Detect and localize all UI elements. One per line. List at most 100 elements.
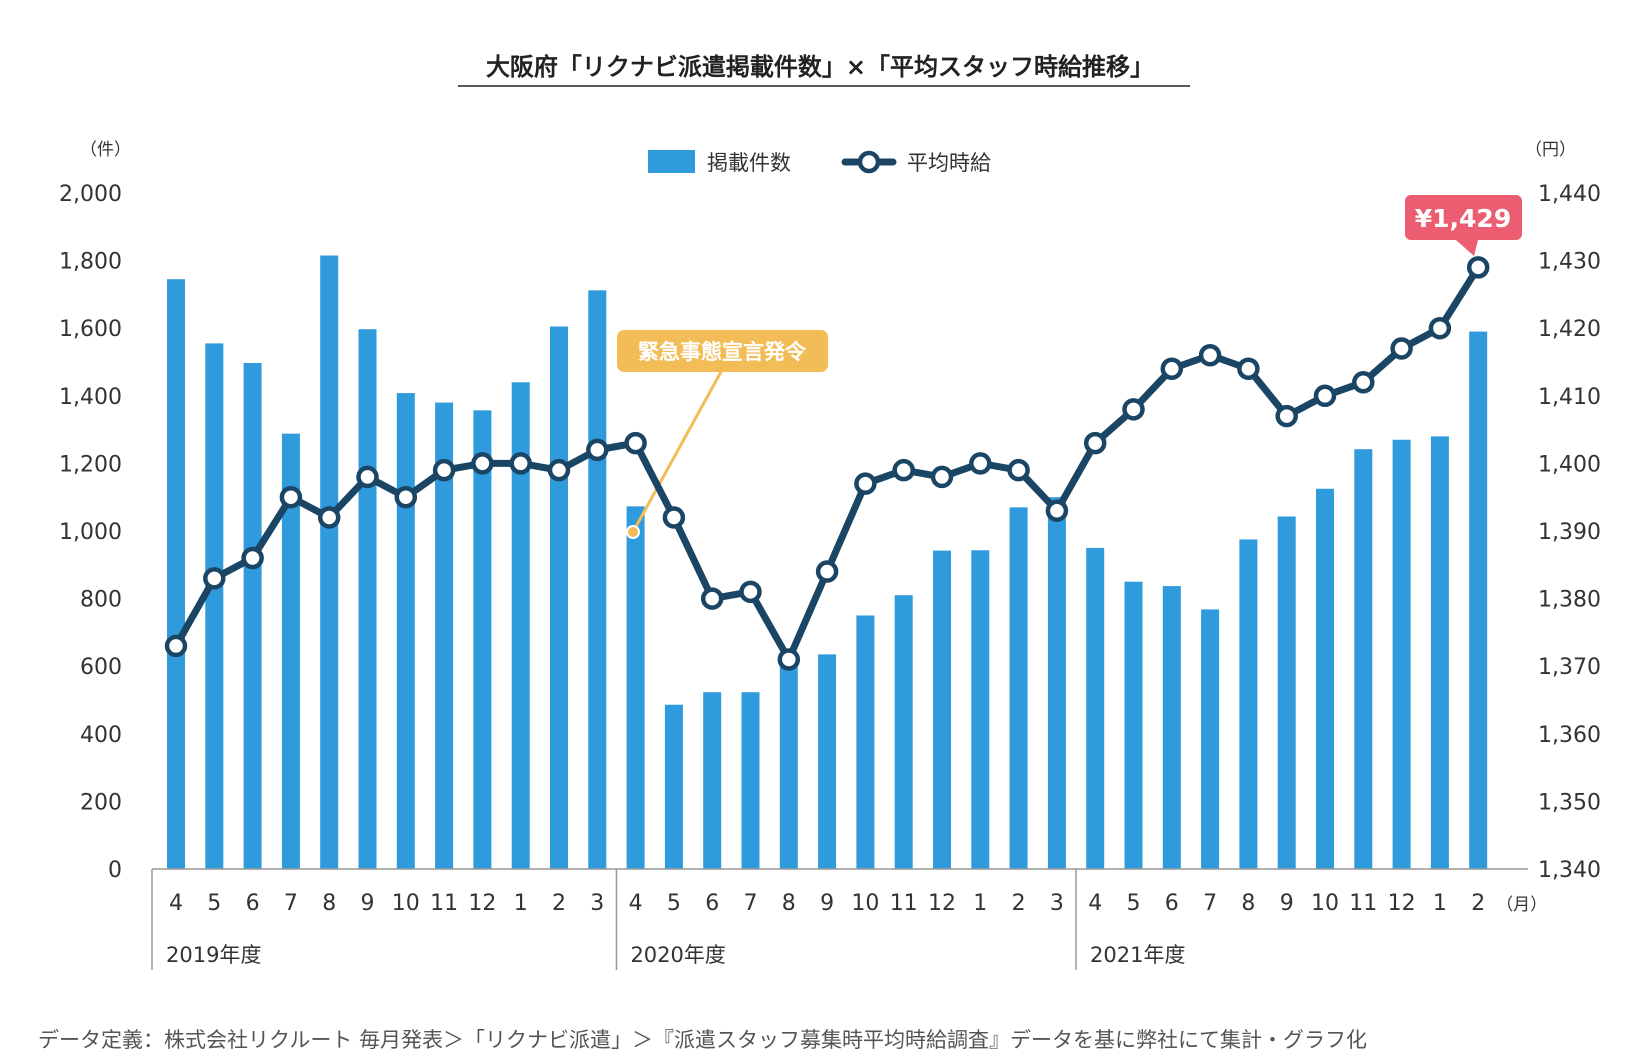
bar bbox=[1277, 516, 1296, 869]
month-label: 2 bbox=[1012, 891, 1026, 916]
wage-point bbox=[471, 452, 494, 475]
bar bbox=[1430, 436, 1449, 869]
month-label: 6 bbox=[1165, 891, 1179, 916]
month-label: 5 bbox=[207, 891, 221, 916]
right-tick-label: 1,340 bbox=[1538, 858, 1601, 883]
left-tick-label: 600 bbox=[80, 655, 122, 680]
bar bbox=[1354, 449, 1373, 869]
month-label: 1 bbox=[1433, 891, 1447, 916]
wage-point bbox=[1428, 316, 1452, 340]
right-tick-label: 1,380 bbox=[1538, 588, 1601, 613]
fiscal-year-label: 2019年度 bbox=[166, 943, 261, 967]
month-label: 7 bbox=[284, 891, 298, 916]
right-tick-label: 1,440 bbox=[1538, 182, 1601, 207]
wage-point bbox=[394, 485, 418, 509]
bar bbox=[894, 595, 913, 869]
bar-series bbox=[167, 255, 1488, 870]
wage-point bbox=[241, 546, 264, 570]
legend-line-label: 平均時給 bbox=[907, 151, 991, 175]
month-label: 11 bbox=[430, 891, 458, 916]
month-label: 10 bbox=[1311, 891, 1339, 916]
right-tick-label: 1,400 bbox=[1538, 452, 1601, 477]
emergency-callout: 緊急事態宣言発令 bbox=[617, 330, 828, 539]
wage-point bbox=[892, 458, 915, 482]
latest-price-box bbox=[1405, 195, 1522, 240]
month-label: 6 bbox=[705, 891, 719, 916]
left-tick-label: 1,800 bbox=[59, 250, 122, 275]
bar bbox=[1124, 581, 1143, 869]
wage-point bbox=[203, 567, 226, 590]
right-tick-label: 1,360 bbox=[1538, 723, 1601, 748]
left-axis-ticks: 0 200 400 600 800 1,000 1,200 1,400 1,600 1,800 2,… bbox=[59, 182, 122, 883]
bar bbox=[435, 402, 454, 869]
bar bbox=[779, 663, 798, 869]
month-label: 10 bbox=[392, 891, 420, 916]
bar bbox=[1392, 439, 1411, 869]
wage-point bbox=[1352, 371, 1375, 394]
month-label: 11 bbox=[1349, 891, 1377, 916]
footnote: データ定義：株式会社リクルート 毎月発表＞「リクナビ派遣」＞『派遣スタッフ募集時… bbox=[38, 1028, 1367, 1052]
month-label: 8 bbox=[782, 891, 796, 916]
wage-point bbox=[1390, 337, 1413, 360]
month-label: 4 bbox=[1088, 891, 1102, 916]
month-label: 2 bbox=[552, 891, 566, 916]
wage-point bbox=[777, 648, 801, 671]
month-label: 1 bbox=[973, 891, 987, 916]
bar bbox=[473, 410, 492, 869]
wage-point bbox=[854, 472, 877, 495]
month-label: 11 bbox=[890, 891, 918, 916]
wage-point bbox=[279, 485, 303, 509]
left-axis-unit: （件） bbox=[80, 140, 131, 160]
month-label: 4 bbox=[629, 891, 643, 916]
wage-point bbox=[1083, 431, 1107, 455]
latest-price-pointer bbox=[1456, 240, 1478, 256]
right-tick-label: 1,420 bbox=[1538, 317, 1601, 342]
bar bbox=[703, 692, 722, 869]
fiscal-year-label: 2021年度 bbox=[1090, 943, 1185, 967]
month-label: 12 bbox=[928, 891, 956, 916]
bar bbox=[1047, 497, 1066, 869]
latest-price-text: ¥1,429 bbox=[1415, 204, 1511, 233]
month-label: 2 bbox=[1471, 891, 1485, 916]
emergency-callout-dot bbox=[626, 525, 640, 539]
x-axis-unit: （月） bbox=[1496, 895, 1547, 915]
bar bbox=[1469, 331, 1488, 870]
wage-point bbox=[356, 465, 379, 489]
left-tick-label: 400 bbox=[80, 723, 122, 748]
bar bbox=[933, 550, 951, 869]
month-label: 1 bbox=[514, 891, 528, 916]
month-label: 9 bbox=[1280, 891, 1294, 916]
month-label: 7 bbox=[1203, 891, 1217, 916]
wage-point bbox=[1466, 256, 1490, 279]
right-axis-unit: （円） bbox=[1525, 140, 1576, 160]
month-label: 3 bbox=[590, 891, 604, 916]
line-series bbox=[164, 256, 1490, 671]
right-tick-label: 1,430 bbox=[1538, 250, 1601, 275]
emergency-callout-text: 緊急事態宣言発令 bbox=[638, 340, 807, 364]
month-label: 8 bbox=[322, 891, 336, 916]
month-label: 6 bbox=[246, 891, 260, 916]
wage-point bbox=[1313, 384, 1337, 408]
bar bbox=[320, 255, 339, 869]
wage-point bbox=[1045, 499, 1069, 522]
wage-point bbox=[662, 506, 686, 529]
x-axis: 4 5 6 7 8 9 10 11 12 1 2 3 4 5 6 7 8 9 10 11 12 1 2 3 4 5 6 7 8 9 10 11… bbox=[151, 868, 1547, 970]
wage-point bbox=[930, 465, 954, 489]
emergency-callout-box bbox=[617, 330, 828, 372]
right-tick-label: 1,350 bbox=[1538, 790, 1601, 815]
bar bbox=[281, 433, 300, 869]
bar bbox=[818, 654, 837, 869]
bar bbox=[1239, 539, 1258, 869]
right-tick-label: 1,410 bbox=[1538, 385, 1601, 410]
wage-point bbox=[624, 431, 647, 455]
wage-point bbox=[1160, 357, 1184, 381]
bar bbox=[626, 506, 645, 869]
wage-point bbox=[164, 634, 188, 658]
bar bbox=[167, 279, 185, 869]
right-tick-label: 1,370 bbox=[1538, 655, 1601, 680]
left-tick-label: 1,200 bbox=[59, 452, 122, 477]
wage-point bbox=[432, 458, 456, 482]
wage-point bbox=[1198, 343, 1222, 367]
bar bbox=[243, 363, 262, 869]
month-label: 9 bbox=[361, 891, 375, 916]
